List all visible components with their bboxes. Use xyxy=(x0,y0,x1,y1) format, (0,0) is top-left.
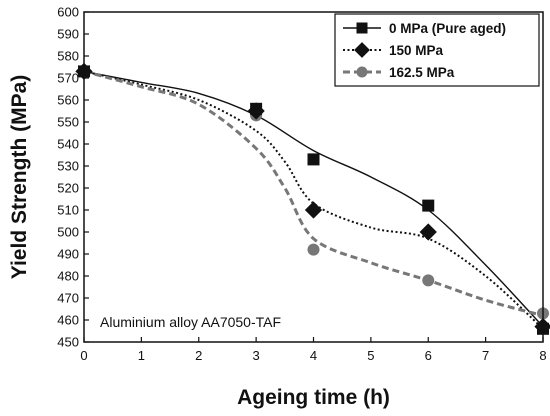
markers-layer xyxy=(75,62,550,336)
x-tick-label: 0 xyxy=(80,348,87,363)
legend-label: 0 MPa (Pure aged) xyxy=(389,21,506,36)
x-tick-label: 4 xyxy=(310,348,317,363)
x-tick-label: 7 xyxy=(482,348,489,363)
legend: 0 MPa (Pure aged) 150 MPa 162.5 MPa xyxy=(334,13,540,87)
y-tick-label: 520 xyxy=(57,181,79,196)
fit-curves-layer xyxy=(83,69,544,330)
y-tick-label: 560 xyxy=(57,93,79,108)
x-tick-label: 6 xyxy=(425,348,432,363)
legend-marker xyxy=(356,66,368,78)
y-tick-label: 450 xyxy=(57,335,79,350)
legend-label: 150 MPa xyxy=(389,43,444,58)
y-tick-label: 570 xyxy=(57,71,79,86)
data-point xyxy=(422,199,435,212)
y-tick-label: 550 xyxy=(57,115,79,130)
data-point xyxy=(419,223,437,241)
ticks-layer: 0 1 2 3 4 5 6 7 8 450 460 470 480 490 500 510 520 530 540 5… xyxy=(57,5,546,364)
x-tick-label: 1 xyxy=(138,348,145,363)
y-tick-label: 500 xyxy=(57,225,79,240)
y-tick-label: 590 xyxy=(57,27,79,42)
fit-curve xyxy=(83,70,544,330)
fit-curve xyxy=(83,69,544,318)
alloy-annotation: Aluminium alloy AA7050-TAF xyxy=(100,314,281,330)
x-tick-label: 8 xyxy=(539,348,546,363)
y-tick-label: 580 xyxy=(57,49,79,64)
x-tick-label: 3 xyxy=(253,348,260,363)
fit-curve xyxy=(83,70,544,328)
y-tick-label: 490 xyxy=(57,247,79,262)
legend-marker xyxy=(356,22,368,34)
y-tick-label: 510 xyxy=(57,203,79,218)
legend-marker xyxy=(354,42,370,58)
data-point xyxy=(422,274,435,287)
y-tick-label: 530 xyxy=(57,159,79,174)
y-tick-label: 470 xyxy=(57,291,79,306)
y-tick-label: 600 xyxy=(57,5,79,20)
y-tick-label: 480 xyxy=(57,269,79,284)
x-axis-title: Ageing time (h) xyxy=(237,386,390,409)
x-tick-label: 5 xyxy=(367,348,374,363)
data-point xyxy=(304,201,323,219)
y-tick-label: 460 xyxy=(57,313,79,328)
legend-label: 162.5 MPa xyxy=(389,65,455,80)
data-point xyxy=(250,102,263,115)
x-tick-label: 2 xyxy=(195,348,202,363)
data-point xyxy=(307,153,320,166)
data-point xyxy=(307,243,320,256)
y-tick-label: 540 xyxy=(57,137,79,152)
y-axis-title: Yield Strength (MPa) xyxy=(8,75,31,280)
